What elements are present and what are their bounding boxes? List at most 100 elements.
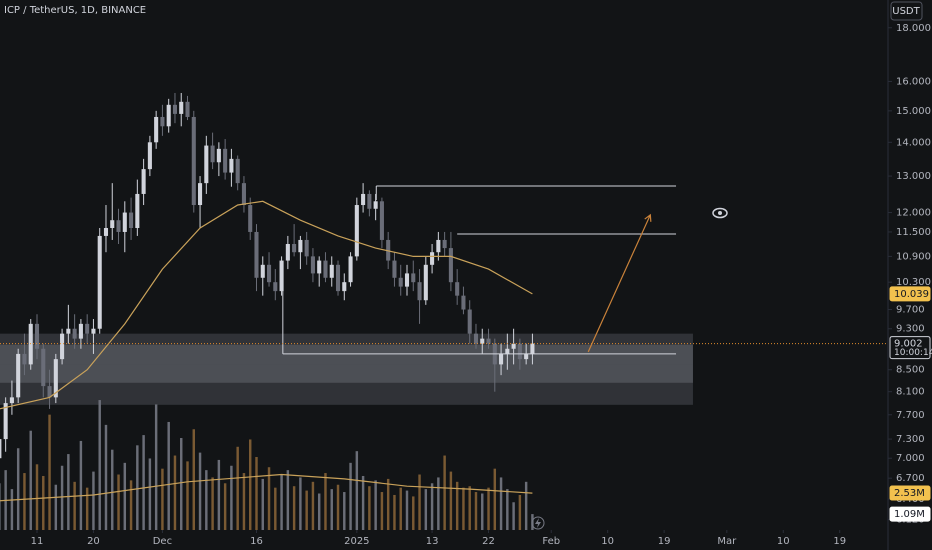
candle-body (436, 239, 441, 253)
volume-bar (506, 489, 509, 530)
volume-bar (343, 492, 346, 530)
volume-bar (261, 478, 264, 530)
x-tick-label: 10 (601, 536, 614, 547)
candle-body (210, 145, 215, 163)
volume-bar (73, 481, 76, 530)
candle-body (292, 244, 297, 253)
volume-bar (280, 474, 283, 530)
candle-body (198, 183, 203, 206)
candle-body (41, 348, 46, 387)
volume-bar (393, 494, 396, 530)
candle-body (430, 252, 435, 265)
volume-bar (493, 468, 497, 530)
x-tick-label: 13 (426, 536, 439, 547)
candle-body (135, 193, 140, 229)
volume-bar (455, 481, 459, 530)
volume-bar (524, 481, 528, 530)
volume-bar (462, 487, 465, 530)
y-tick-label: 8.100 (896, 387, 925, 398)
candle-body (317, 260, 322, 274)
candle-body (85, 323, 90, 334)
candle-body (486, 338, 491, 344)
candle-body (235, 158, 240, 184)
volume-bar (481, 493, 484, 530)
candle-body (254, 231, 259, 278)
x-tick-label: 19 (833, 536, 846, 547)
candle-body (9, 397, 14, 404)
volume-bar (16, 448, 20, 530)
eye-icon[interactable] (712, 207, 728, 219)
candle-body (392, 260, 397, 278)
candle-body (28, 323, 33, 365)
volume-bar (148, 458, 152, 530)
candle-body (367, 193, 372, 209)
volume-bar (173, 455, 177, 530)
volume-bar (518, 494, 522, 530)
volume-bar (499, 477, 503, 530)
candle-body (160, 116, 165, 127)
candle-body (53, 359, 58, 398)
candle-body (348, 256, 353, 283)
candle-body (78, 323, 83, 339)
candle-body (72, 328, 77, 339)
x-tick-label: 16 (250, 536, 263, 547)
volume-bar (299, 477, 302, 530)
y-tick-label: 12.000 (896, 208, 931, 219)
volume-bar (399, 487, 402, 530)
candle-body (22, 353, 27, 365)
volume-bar (92, 471, 95, 530)
volume-bar (242, 473, 246, 530)
candle-body (448, 248, 453, 283)
volume-bar (430, 483, 434, 530)
x-tick-label: 20 (87, 536, 100, 547)
y-tick-label: 7.700 (896, 410, 925, 421)
currency-box[interactable] (890, 1, 923, 21)
candle-body (373, 201, 378, 209)
volume-bar (412, 496, 415, 530)
candle-body (260, 264, 265, 278)
ma-value-label-box (889, 286, 931, 302)
volume-bar (368, 486, 371, 530)
candle-body (185, 101, 190, 117)
candle-body (329, 264, 334, 278)
zone (0, 333, 693, 405)
volume-bar (35, 464, 39, 530)
volume-bar (443, 455, 446, 530)
y-tick-label: 8.500 (896, 365, 925, 376)
plot-area (0, 92, 888, 530)
volume-bar (23, 473, 26, 530)
x-tick-label: Feb (542, 536, 560, 547)
candle-body (172, 104, 178, 114)
y-tick-label: 11.500 (896, 227, 931, 238)
volume-bar (267, 467, 271, 530)
candle-body (361, 193, 366, 206)
candle-body (91, 328, 96, 334)
replay-icon[interactable] (531, 516, 545, 530)
candle-body (279, 260, 284, 292)
candle-body (480, 338, 485, 344)
volume-bar (98, 400, 101, 530)
volume-bar (418, 474, 421, 530)
volume-bar (67, 454, 70, 530)
volume-ma-label: 2.53M (894, 488, 925, 499)
candle-body (216, 148, 221, 163)
volume-bar (0, 483, 1, 530)
candle-body (517, 343, 522, 360)
candle-body (335, 264, 341, 292)
candle-body (0, 439, 2, 459)
x-tick-label: 10 (777, 536, 790, 547)
candle-body (354, 205, 359, 257)
candle-body (97, 235, 102, 329)
candle-body (110, 220, 115, 229)
candle-body (166, 104, 171, 127)
volume-bar (211, 477, 214, 530)
candle-body (266, 264, 272, 283)
volume-bar (117, 474, 120, 530)
volume-bar (136, 445, 139, 530)
volume-bar (167, 421, 170, 530)
ma-value-label: 10.039 (894, 289, 929, 300)
candle-body (530, 343, 535, 354)
volume-bar (205, 470, 208, 530)
candle-body (191, 116, 196, 206)
volume-bar (305, 490, 308, 530)
